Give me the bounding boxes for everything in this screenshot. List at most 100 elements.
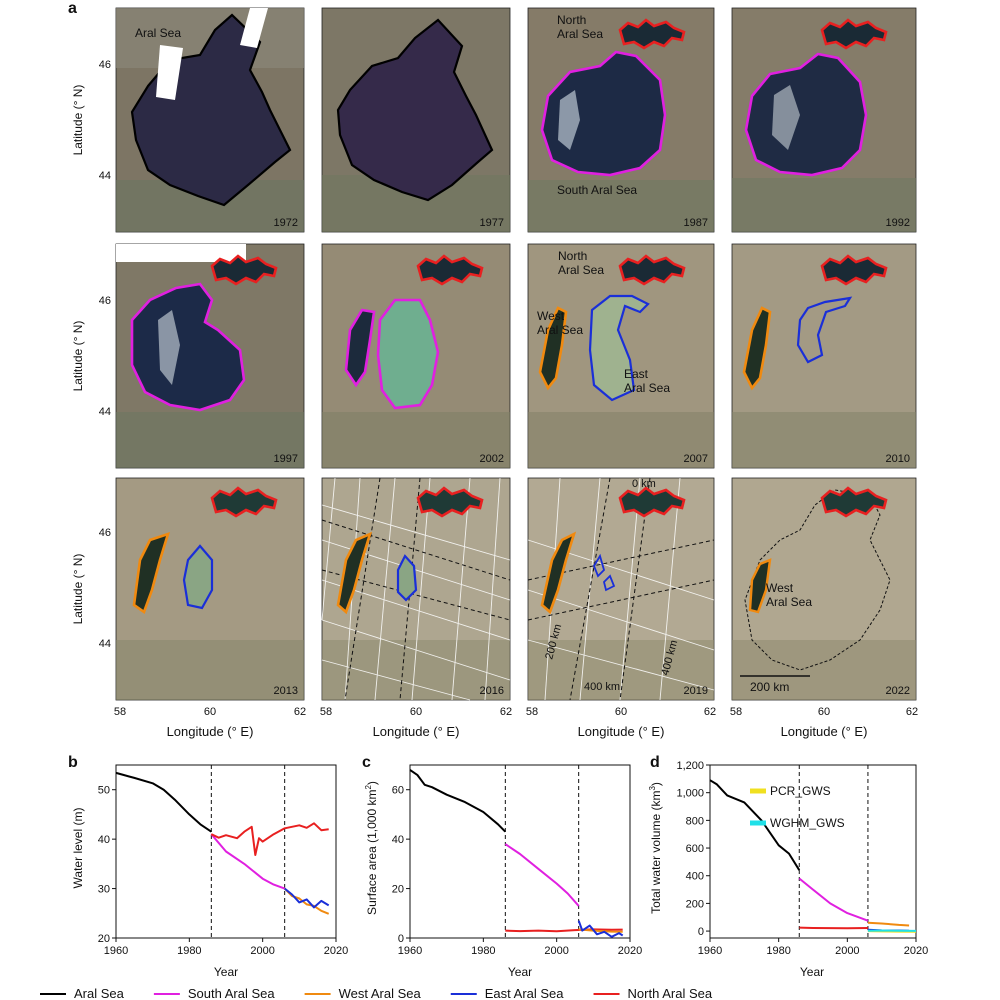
chart-d-ytick-1: 200 [686, 898, 704, 910]
year-label-2019: 2019 [684, 685, 708, 697]
chart-c-series-aral-sea [409, 769, 507, 833]
chart-c-series-west-aral-sea [578, 928, 623, 933]
chart-b-series-east-aral-sea [284, 887, 330, 909]
year-label-2022: 2022 [886, 685, 910, 697]
chart-c-frame [409, 764, 631, 939]
map-tile-2002: 2002 [321, 243, 511, 469]
annotation-east-2007-line2: Aral Sea [624, 381, 670, 395]
chart-d-ylabel: Total water volume (km3) [648, 782, 663, 914]
chart-d-ylabel-main: Total water volume (km [649, 791, 663, 914]
annotation-km-0: 0 km [632, 478, 656, 490]
map-tile-1972: Aral Sea 1972 [115, 7, 305, 233]
chart-d-legend-label-wghm-gws: WGHM_GWS [770, 816, 845, 830]
chart-d-ytick-5: 1,000 [676, 788, 704, 800]
map-tile-1987: North Aral Sea South Aral Sea 1987 [527, 7, 715, 233]
chart-c-series-east-aral-sea [577, 920, 624, 938]
chart-b-ytick-3: 50 [98, 785, 110, 797]
chart-c-xtick-1980: 1980 [471, 945, 495, 957]
lon-tick-60-col2: 60 [410, 706, 422, 718]
year-label-2007: 2007 [684, 453, 708, 465]
chart-c-series-south-aral-sea [504, 843, 580, 907]
lat-tick-44-row2: 44 [99, 406, 111, 418]
lon-tick-60-col3: 60 [615, 706, 627, 718]
chart-water-level: b Water level (m) Year 1960 1980 2000 20202… [68, 754, 348, 979]
chart-b-xlabel: Year [214, 965, 238, 979]
map-tile-2022: West Aral Sea 200 km 2022 [731, 477, 917, 701]
chart-d-ylabel-end: ) [649, 782, 663, 786]
lon-axis-label-col2: Longitude (° E) [373, 724, 460, 739]
lon-tick-58-col3: 58 [526, 706, 538, 718]
year-label-1997: 1997 [274, 453, 298, 465]
chart-d-xtick-1980: 1980 [766, 945, 790, 957]
year-label-1992: 1992 [886, 217, 910, 229]
chart-d-series-south-aral-sea [798, 877, 869, 922]
chart-d-xtick-1960: 1960 [698, 945, 722, 957]
chart-b-series-aral-sea [115, 771, 212, 833]
legend-label-north-aral-sea: North Aral Sea [628, 986, 713, 1000]
panel-label-d: d [650, 754, 660, 771]
chart-surface-area: c Surface area (1,000 km2) Year 1960 1980… [362, 754, 642, 979]
annotation-north-1987-line2: Aral Sea [557, 27, 603, 41]
lat-tick-44-row3: 44 [99, 638, 111, 650]
chart-d-ytick-6: 1,200 [676, 760, 704, 772]
chart-c-xtick-2000: 2000 [544, 945, 568, 957]
chart-d-ytick-0: 0 [698, 926, 704, 938]
chart-b-xtick-1960: 1960 [104, 945, 128, 957]
lat-tick-46-row3: 46 [99, 527, 111, 539]
annotation-east-2007-line1: East [624, 367, 649, 381]
chart-b-xtick-1980: 1980 [177, 945, 201, 957]
scale-bar-label: 200 km [750, 680, 789, 694]
annotation-km-400a: 400 km [584, 681, 620, 693]
chart-c-xtick-1960: 1960 [398, 945, 422, 957]
chart-d-ytick-2: 400 [686, 871, 704, 883]
chart-d-xlabel: Year [800, 965, 824, 979]
chart-water-volume: d Total water volume (km3) Year 1960 1980… [648, 754, 928, 979]
map-tile-1977: 1977 [321, 7, 511, 233]
chart-d-series-west-aral-sea [867, 921, 910, 927]
lat-tick-46-row2: 46 [99, 295, 111, 307]
lon-axis-label-col3: Longitude (° E) [578, 724, 665, 739]
legend-label-west-aral-sea: West Aral Sea [339, 986, 422, 1000]
chart-c-ylabel: Surface area (1,000 km2) [364, 781, 379, 915]
year-label-1977: 1977 [480, 217, 504, 229]
lon-tick-58-col1: 58 [114, 706, 126, 718]
lon-tick-58-col4: 58 [730, 706, 742, 718]
lat-tick-46-row1: 46 [99, 59, 111, 71]
year-label-2010: 2010 [886, 453, 910, 465]
annotation-west-2022-line2: Aral Sea [766, 595, 812, 609]
panel-label-c: c [362, 754, 371, 771]
panel-label-a: a [68, 0, 77, 17]
lon-tick-62-col3: 62 [704, 706, 716, 718]
annotation-west-2022-line1: West [766, 581, 794, 595]
chart-d-ylabel-sup: 3 [648, 786, 657, 791]
lat-tick-44-row1: 44 [99, 170, 111, 182]
chart-c-ylabel-sup: 2 [364, 785, 373, 790]
year-label-2016: 2016 [480, 685, 504, 697]
chart-d-xtick-2020: 2020 [904, 945, 928, 957]
map-lat-axes: Latitude (° N) Latitude (° N) Latitude (… [71, 59, 111, 650]
chart-b-series-south-aral-sea [210, 833, 286, 890]
map-lon-axes: 58 60 62 58 60 62 58 60 62 58 60 62 Long… [114, 706, 918, 739]
chart-c-ytick-1: 20 [392, 884, 404, 896]
lon-tick-62-col2: 62 [500, 706, 512, 718]
chart-c-xlabel: Year [508, 965, 532, 979]
legend: Aral Sea South Aral Sea West Aral Sea East … [40, 986, 713, 1000]
lon-tick-62-col4: 62 [906, 706, 918, 718]
lat-axis-label-row2: Latitude (° N) [71, 321, 85, 392]
legend-label-aral-sea: Aral Sea [74, 986, 125, 1000]
map-tile-2016: 2016 [321, 477, 511, 701]
annotation-south-aral-sea: South Aral Sea [557, 183, 637, 197]
year-label-2013: 2013 [274, 685, 298, 697]
map-tile-1992: 1992 [731, 7, 917, 233]
annotation-north-2007-line1: North [558, 249, 587, 263]
annotation-aral-sea: Aral Sea [135, 26, 181, 40]
chart-b-xtick-2020: 2020 [324, 945, 348, 957]
annotation-north-2007-line2: Aral Sea [558, 263, 604, 277]
map-tile-2013: 2013 [115, 477, 305, 701]
map-tile-2019: 0 km 200 km 400 km 400 km 2019 [527, 477, 715, 701]
chart-b-series-west-aral-sea [283, 887, 330, 915]
chart-c-ytick-3: 60 [392, 785, 404, 797]
year-label-2002: 2002 [480, 453, 504, 465]
chart-b-ytick-1: 30 [98, 884, 110, 896]
